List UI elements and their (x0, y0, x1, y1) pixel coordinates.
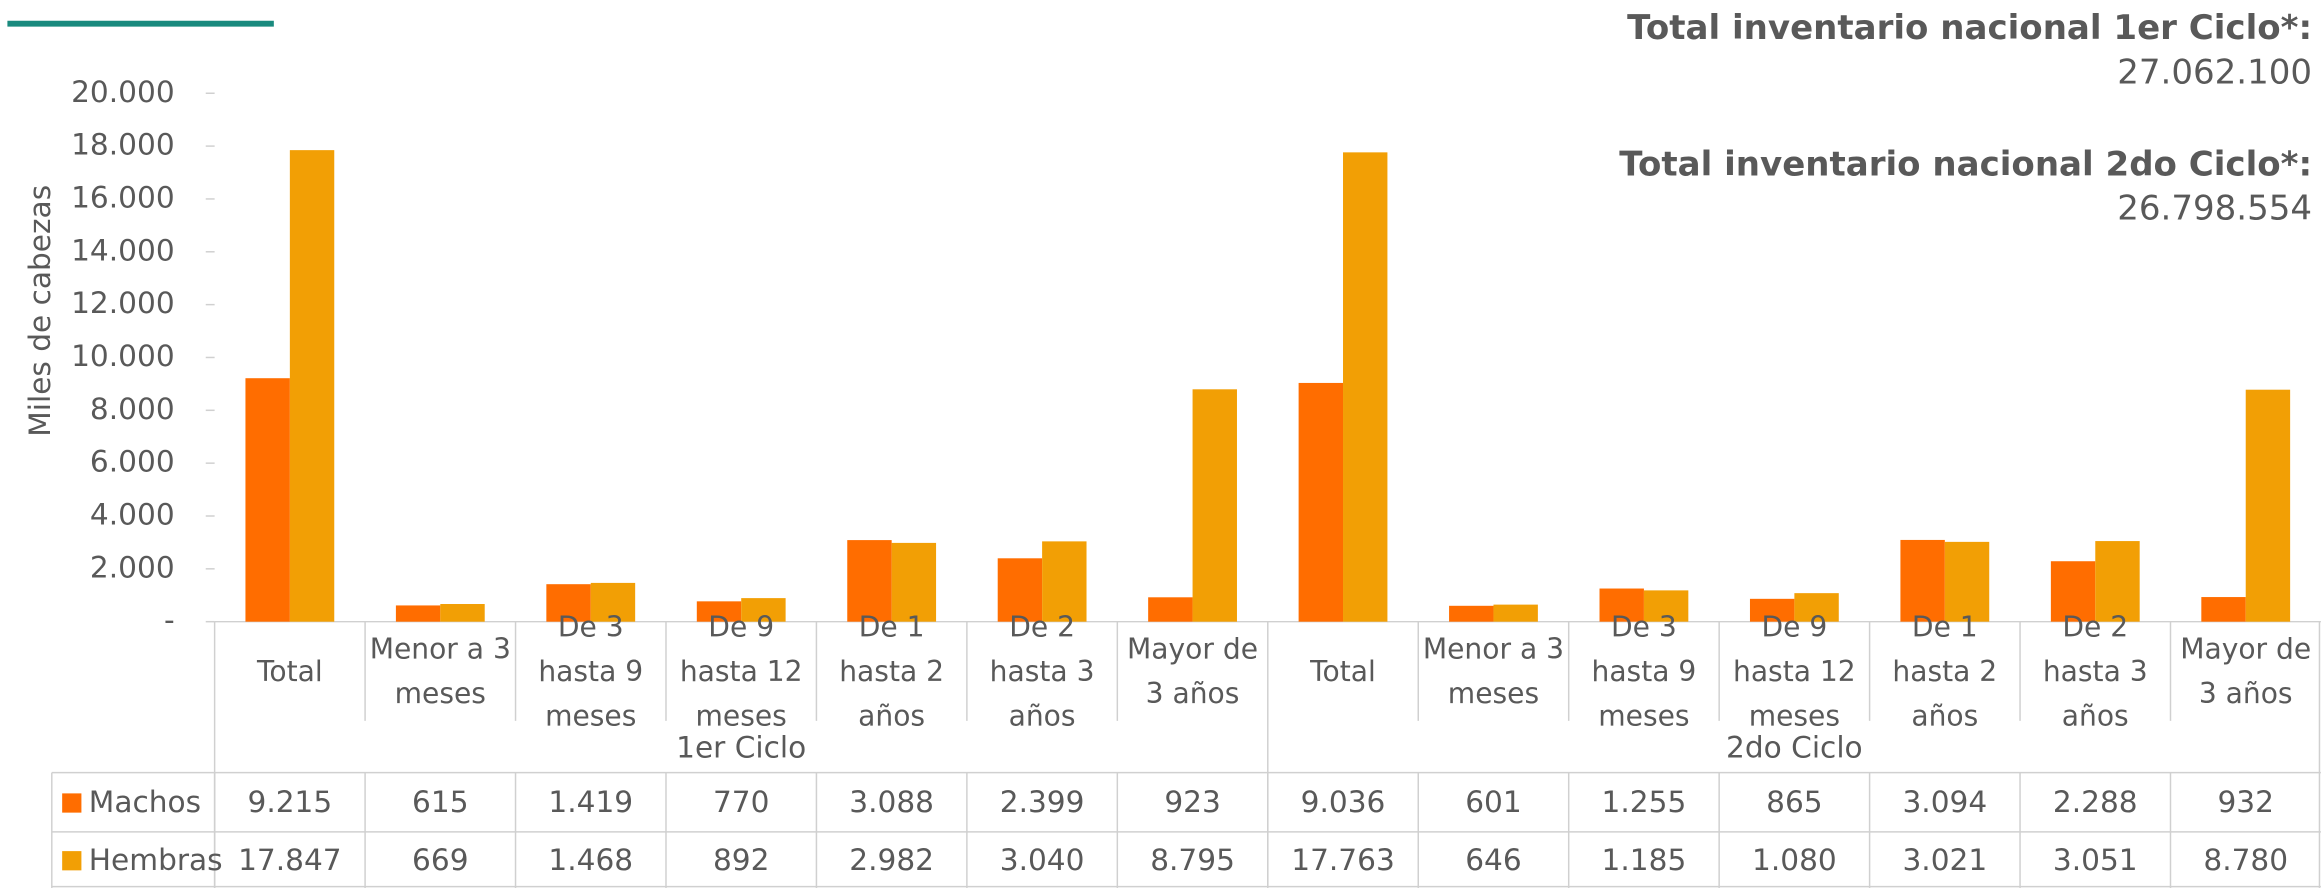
bar (997, 558, 1043, 622)
group-label: 2do Ciclo (1726, 730, 1863, 764)
table-value: 923 (1164, 785, 1221, 819)
x-tick-label: De 1 hasta 2 años (1892, 611, 1998, 733)
x-tick-label: De 1 hasta 2 años (839, 611, 945, 733)
legend-label: Machos (89, 785, 201, 819)
bar (546, 584, 591, 622)
table-value: 3.021 (1902, 843, 1987, 877)
bar (1493, 604, 1538, 622)
y-tick-label: 12.000 (71, 286, 175, 320)
table-value: 1.080 (1752, 843, 1837, 877)
table-value: 892 (713, 843, 770, 877)
table-value: 615 (412, 785, 468, 819)
bar (741, 598, 786, 622)
table-value: 17.763 (1291, 843, 1395, 877)
table-value: 8.795 (1150, 843, 1235, 877)
bar (891, 542, 937, 622)
table-value: 2.288 (2053, 785, 2138, 819)
table-value: 3.040 (1000, 843, 1085, 877)
table-value: 3.094 (1902, 785, 1987, 819)
table-value: 3.088 (849, 785, 934, 819)
bar (1042, 541, 1087, 622)
annotation-value: 26.798.554 (2117, 189, 2312, 229)
table-value: 2.982 (849, 843, 934, 877)
table-value: 1.419 (548, 785, 633, 819)
x-tick-label: Total (256, 655, 323, 689)
table-value: 1.185 (1602, 843, 1687, 877)
bar (1298, 382, 1344, 622)
y-tick-label: 10.000 (71, 339, 175, 373)
x-tick-label: Mayor de 3 años (2180, 633, 2312, 711)
legend-swatch (62, 851, 82, 871)
table-value: 1.255 (1602, 785, 1687, 819)
bar (440, 604, 485, 622)
bar (696, 601, 742, 622)
table-value: 646 (1465, 843, 1521, 877)
bar (1148, 597, 1193, 622)
bar (1643, 590, 1689, 622)
y-tick-label: 2.000 (90, 550, 175, 584)
annotation-title: Total inventario nacional 1er Ciclo*: (1627, 8, 2312, 48)
table-value: 669 (412, 843, 468, 877)
x-tick-label: Mayor de 3 años (1127, 633, 1259, 711)
bar (1944, 541, 1990, 622)
y-tick-label: 20.000 (71, 75, 175, 109)
table-value: 17.847 (238, 843, 342, 877)
bar (395, 605, 441, 622)
bar (1794, 593, 1839, 622)
bar (2201, 597, 2246, 622)
bar (2095, 541, 2140, 622)
bar (1192, 389, 1237, 622)
group-label: 1er Ciclo (676, 730, 806, 764)
table-value: 2.399 (1000, 785, 1085, 819)
y-tick-label: 18.000 (71, 128, 175, 162)
table-value: 601 (1465, 785, 1521, 819)
annotation-title: Total inventario nacional 2do Ciclo*: (1619, 144, 2312, 184)
y-tick-label: 16.000 (71, 180, 175, 214)
bar (2245, 389, 2291, 622)
legend-label: Hembras (89, 843, 223, 877)
bar (289, 150, 335, 622)
x-tick-label: De 9 hasta 12 meses (679, 611, 803, 733)
y-axis-label: Miles de cabezas (23, 185, 57, 437)
y-tick-label: 4.000 (90, 497, 175, 531)
table-value: 9.215 (247, 785, 332, 819)
x-tick-label: De 3 hasta 9 meses (538, 611, 644, 733)
annotation-value: 27.062.100 (2117, 53, 2312, 93)
table-value: 932 (2217, 785, 2274, 819)
table-value: 8.780 (2203, 843, 2288, 877)
bar (1599, 588, 1644, 622)
y-tick-label: - (164, 603, 175, 637)
y-tick-label: 14.000 (71, 233, 175, 267)
x-tick-label: Menor a 3 meses (369, 633, 511, 711)
bar (1343, 152, 1388, 622)
bar (1449, 605, 1494, 622)
x-tick-label: De 9 hasta 12 meses (1732, 611, 1856, 733)
x-tick-label: Menor a 3 meses (1422, 633, 1565, 711)
bar (847, 540, 892, 622)
x-tick-label: De 2 hasta 3 años (989, 611, 1095, 733)
y-tick-label: 6.000 (90, 445, 175, 479)
table-value: 865 (1766, 785, 1823, 819)
x-tick-label: De 3 hasta 9 meses (1591, 611, 1697, 733)
bar (2050, 561, 2096, 622)
y-tick-label: 8.000 (90, 392, 175, 426)
x-tick-label: Total (1310, 655, 1376, 689)
table-value: 770 (713, 785, 770, 819)
bar (1749, 598, 1795, 622)
table-value: 9.036 (1301, 785, 1386, 819)
legend-swatch (62, 793, 82, 813)
x-tick-label: De 2 hasta 3 años (2042, 611, 2148, 733)
table-value: 1.468 (548, 843, 633, 877)
bar (590, 582, 636, 622)
table-value: 3.051 (2053, 843, 2138, 877)
bar (1900, 539, 1945, 622)
bar (245, 378, 290, 622)
